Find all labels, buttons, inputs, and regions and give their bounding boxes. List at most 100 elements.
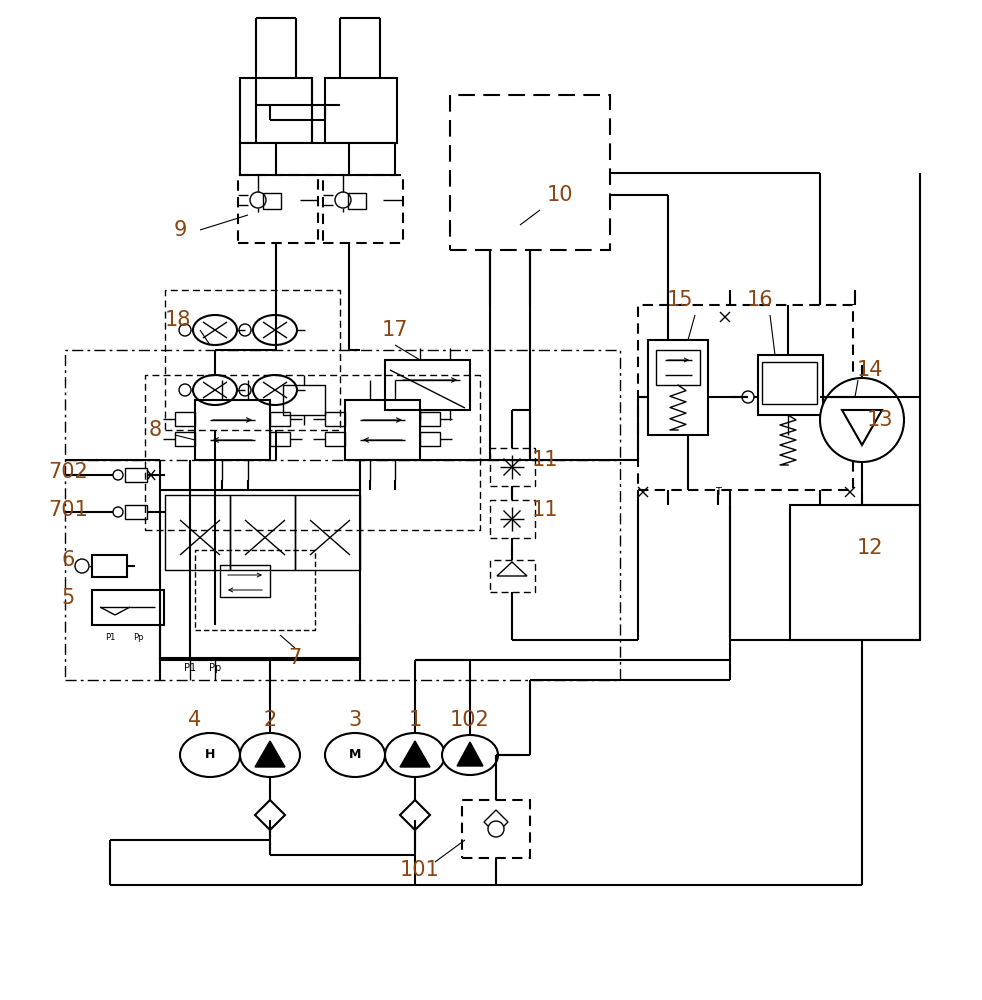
- Ellipse shape: [253, 315, 297, 345]
- Bar: [65, 350, 620, 680]
- Ellipse shape: [385, 733, 445, 777]
- Text: 102: 102: [450, 710, 490, 730]
- Bar: [638, 305, 853, 490]
- Bar: [263, 193, 281, 209]
- Text: 17: 17: [382, 320, 409, 340]
- Ellipse shape: [240, 733, 300, 777]
- Text: 13: 13: [867, 410, 894, 430]
- Text: 5: 5: [61, 588, 75, 608]
- Bar: [165, 495, 230, 570]
- Bar: [325, 432, 345, 446]
- Ellipse shape: [253, 375, 297, 405]
- Bar: [490, 500, 535, 538]
- Bar: [195, 550, 315, 630]
- Bar: [450, 95, 610, 250]
- Text: 14: 14: [856, 360, 883, 380]
- Polygon shape: [497, 562, 527, 576]
- Bar: [92, 590, 164, 625]
- Text: 6: 6: [61, 550, 75, 570]
- Bar: [385, 360, 470, 410]
- Polygon shape: [400, 800, 430, 830]
- Text: T: T: [715, 487, 721, 497]
- Bar: [490, 448, 535, 486]
- Text: 4: 4: [189, 710, 201, 730]
- Ellipse shape: [180, 733, 240, 777]
- Text: 7: 7: [289, 648, 301, 668]
- Bar: [238, 175, 318, 243]
- Text: 18: 18: [165, 310, 191, 330]
- Polygon shape: [457, 742, 483, 766]
- Circle shape: [179, 384, 191, 396]
- Text: 9: 9: [173, 220, 187, 240]
- Circle shape: [239, 384, 251, 396]
- Bar: [295, 495, 360, 570]
- Bar: [656, 350, 700, 385]
- Text: 11: 11: [531, 450, 558, 470]
- Bar: [490, 560, 535, 592]
- Bar: [92, 555, 127, 577]
- Text: P1: P1: [105, 634, 115, 643]
- Circle shape: [250, 192, 266, 208]
- Bar: [348, 193, 366, 209]
- Text: 8: 8: [148, 420, 162, 440]
- Circle shape: [113, 507, 123, 517]
- Bar: [462, 800, 530, 858]
- Bar: [220, 565, 270, 597]
- Bar: [325, 78, 397, 143]
- Text: 1: 1: [409, 710, 421, 730]
- Text: 702: 702: [48, 462, 87, 482]
- Text: M: M: [349, 748, 361, 762]
- Text: Pp: Pp: [209, 663, 221, 673]
- Text: Pp: Pp: [133, 634, 143, 643]
- Bar: [145, 375, 480, 530]
- Text: 15: 15: [667, 290, 693, 310]
- Circle shape: [239, 324, 251, 336]
- Text: 701: 701: [48, 500, 87, 520]
- Bar: [420, 432, 440, 446]
- Text: 10: 10: [547, 185, 573, 205]
- Bar: [762, 362, 817, 404]
- Text: 12: 12: [856, 538, 883, 558]
- Bar: [323, 175, 403, 243]
- Ellipse shape: [325, 733, 385, 777]
- Polygon shape: [255, 741, 285, 767]
- Ellipse shape: [442, 735, 498, 775]
- Circle shape: [113, 470, 123, 480]
- Bar: [325, 412, 345, 426]
- Bar: [165, 290, 340, 430]
- Bar: [175, 412, 195, 426]
- Polygon shape: [842, 410, 882, 445]
- Bar: [240, 78, 312, 143]
- Bar: [648, 340, 708, 435]
- Ellipse shape: [193, 315, 237, 345]
- Circle shape: [742, 391, 754, 403]
- Circle shape: [488, 821, 504, 837]
- Bar: [283, 385, 325, 415]
- Circle shape: [335, 192, 351, 208]
- Bar: [175, 432, 195, 446]
- Text: 2: 2: [263, 710, 277, 730]
- Text: 16: 16: [746, 290, 773, 310]
- Text: 101: 101: [400, 860, 440, 880]
- Bar: [125, 505, 147, 519]
- Bar: [790, 505, 920, 640]
- Bar: [420, 412, 440, 426]
- Bar: [240, 143, 395, 175]
- Bar: [345, 400, 420, 460]
- Bar: [230, 495, 295, 570]
- Circle shape: [820, 378, 904, 462]
- Bar: [270, 412, 290, 426]
- Text: 11: 11: [531, 500, 558, 520]
- Text: 3: 3: [349, 710, 361, 730]
- Polygon shape: [484, 810, 508, 834]
- Circle shape: [179, 324, 191, 336]
- Text: P1: P1: [184, 663, 196, 673]
- Bar: [758, 355, 823, 415]
- Polygon shape: [400, 741, 430, 767]
- Polygon shape: [255, 800, 285, 830]
- Text: H: H: [205, 748, 215, 762]
- Bar: [125, 468, 147, 482]
- Ellipse shape: [193, 375, 237, 405]
- Bar: [160, 490, 360, 658]
- Bar: [195, 400, 270, 460]
